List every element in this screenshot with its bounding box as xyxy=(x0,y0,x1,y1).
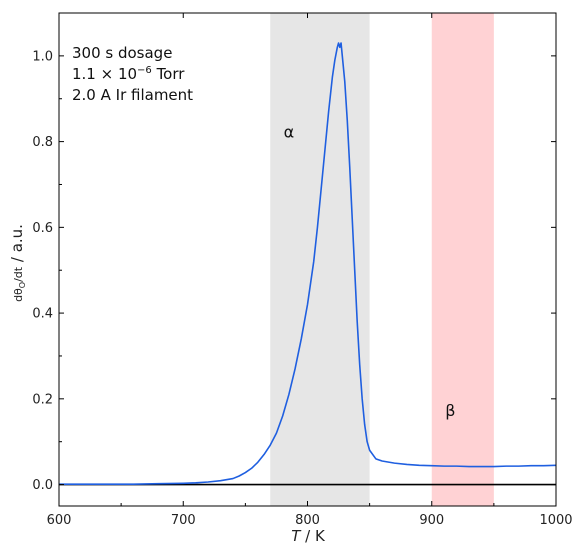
y-axis-ticks: 0.0 0.2 0.4 0.6 0.8 1.0 xyxy=(32,12,556,493)
series-layer xyxy=(59,42,557,485)
y-axis-unit: / a.u. xyxy=(8,224,26,267)
y-axis-label: dθO/dt / a.u. xyxy=(8,224,27,302)
y-tick-label-2: 0.4 xyxy=(32,307,53,322)
y-tick-label-5: 1.0 xyxy=(32,49,53,64)
annotation-line-2-base: 1.1 × 10 xyxy=(72,65,137,83)
x-axis-label: T / K xyxy=(291,527,326,545)
x-axis-variable: T xyxy=(291,527,302,545)
series-line-0 xyxy=(59,42,557,485)
y-tick-label-1: 0.2 xyxy=(32,392,53,407)
y-axis-denominator: /dt xyxy=(12,266,25,282)
x-tick-label-2: 800 xyxy=(295,513,320,528)
region-band-0 xyxy=(270,13,370,506)
y-tick-label-4: 0.8 xyxy=(32,135,53,150)
x-tick-label-4: 1000 xyxy=(539,513,572,528)
region-label-0: α xyxy=(284,122,295,141)
region-labels: αβ xyxy=(284,122,456,420)
shaded-regions xyxy=(270,13,494,506)
y-axis-subscript: O xyxy=(18,282,27,288)
x-axis-unit: K xyxy=(315,527,326,545)
x-tick-label-0: 600 xyxy=(47,513,72,528)
annotation-line-2-unit: Torr xyxy=(152,65,185,83)
annotation-line-2-exponent: −6 xyxy=(137,65,152,76)
x-axis-separator: / xyxy=(300,527,315,545)
region-band-1 xyxy=(431,13,494,506)
y-tick-label-3: 0.6 xyxy=(32,221,53,236)
x-tick-label-1: 700 xyxy=(171,513,196,528)
y-tick-label-0: 0.0 xyxy=(32,478,53,493)
region-label-1: β xyxy=(445,401,455,420)
x-axis-ticks: 600 700 800 900 1000 xyxy=(47,13,573,528)
y-axis-prefix: dθ xyxy=(12,288,25,302)
annotation-line-2: 1.1 × 10−6 Torr xyxy=(72,65,185,83)
annotation-line-1: 300 s dosage xyxy=(72,44,172,62)
x-tick-label-3: 900 xyxy=(419,513,444,528)
annotation-line-3: 2.0 A Ir filament xyxy=(72,86,193,104)
